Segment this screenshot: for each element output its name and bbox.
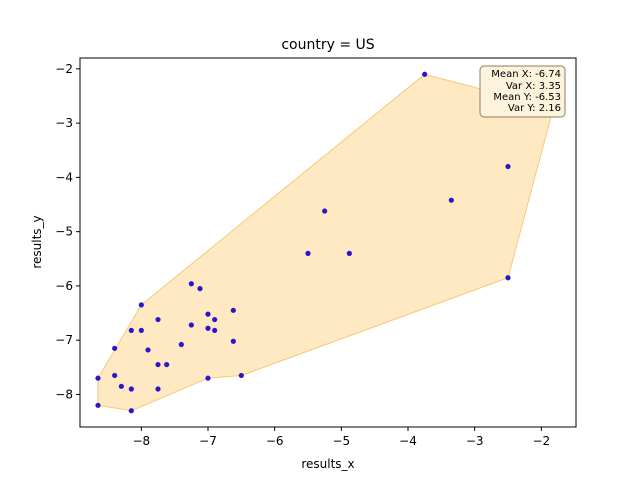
y-tick-label: −3 — [55, 116, 73, 130]
data-point — [128, 327, 134, 334]
data-point — [138, 302, 144, 308]
data-point — [178, 341, 184, 348]
y-tick-label: −5 — [55, 225, 73, 239]
data-point — [138, 327, 144, 334]
x-axis-label: results_x — [301, 457, 354, 471]
data-point — [128, 408, 134, 414]
data-point — [212, 327, 218, 334]
plot-frame — [79, 57, 577, 428]
x-tick-label: −7 — [199, 434, 217, 448]
data-point — [197, 286, 203, 292]
stats-box-frame — [479, 65, 566, 118]
data-point — [112, 372, 118, 379]
chart-title: country = US — [281, 37, 374, 53]
data-point — [155, 386, 161, 392]
data-point — [212, 316, 218, 323]
data-point — [422, 71, 428, 77]
convex-hull-area — [97, 73, 554, 412]
data-point — [305, 250, 311, 256]
data-point — [505, 163, 511, 170]
data-point — [505, 275, 511, 281]
stats-var-x: Var X: 3.35 — [506, 81, 561, 92]
data-point — [118, 383, 124, 389]
data-point — [95, 375, 101, 381]
y-axis-label: results_y — [30, 215, 44, 268]
y-tick-label: −8 — [55, 387, 73, 401]
y-tick-label: −6 — [55, 279, 73, 293]
data-point — [448, 197, 454, 203]
data-point — [164, 361, 170, 368]
stats-var-y: Var Y: 2.16 — [508, 103, 561, 114]
data-point — [238, 372, 244, 379]
y-tick-label: −7 — [55, 333, 73, 347]
data-point — [230, 307, 236, 313]
x-tick-label: −2 — [532, 434, 550, 448]
data-point — [346, 250, 352, 256]
data-point — [128, 386, 134, 392]
stats-mean-y: Mean Y: -6.53 — [493, 92, 561, 103]
x-tick-label: −3 — [466, 434, 484, 448]
x-ticks: −8 −7 −6 −5 −4 −3 −2 — [132, 427, 550, 448]
data-point — [322, 208, 328, 214]
data-point — [205, 311, 211, 317]
x-tick-label: −6 — [266, 434, 284, 448]
x-tick-label: −8 — [132, 434, 150, 448]
data-point — [205, 375, 211, 381]
data-point — [145, 347, 151, 353]
data-point — [112, 345, 118, 351]
data-point — [155, 361, 161, 368]
y-ticks: −8 −7 −6 −5 −4 −3 −2 — [55, 62, 80, 401]
convex-hull-layer — [97, 73, 554, 412]
x-tick-label: −5 — [332, 434, 350, 448]
stats-box: Mean X: -6.74 Var X: 3.35 Mean Y: -6.53 … — [479, 65, 566, 118]
data-point — [230, 338, 236, 344]
data-point — [188, 281, 194, 287]
points-layer — [95, 71, 556, 414]
y-tick-label: −2 — [55, 62, 73, 76]
y-tick-label: −4 — [55, 170, 73, 184]
x-tick-label: −4 — [399, 434, 417, 448]
stats-mean-x: Mean X: -6.74 — [491, 69, 561, 80]
data-point — [188, 322, 194, 328]
data-point — [155, 316, 161, 323]
data-point — [205, 325, 211, 331]
data-point — [95, 402, 101, 408]
